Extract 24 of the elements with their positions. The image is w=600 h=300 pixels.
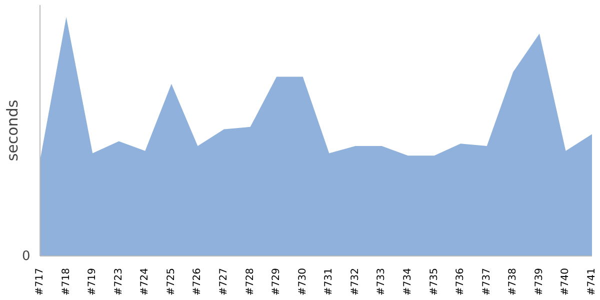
x-tick-label: #733	[376, 268, 388, 296]
x-tick-label: #741	[586, 268, 598, 296]
x-tick-label: #717	[34, 268, 46, 296]
x-tick-label: #719	[87, 268, 98, 296]
x-tick-label: #736	[455, 268, 466, 296]
x-tick-label: #731	[324, 268, 335, 296]
x-tick-label: #734	[402, 268, 414, 296]
x-tick-label: #729	[271, 268, 282, 296]
x-tick-label: #725	[166, 268, 177, 296]
x-tick-label: #735	[428, 268, 440, 296]
x-tick-label: #726	[192, 268, 204, 296]
y-axis-title: seconds	[3, 100, 22, 162]
x-tick-label: #723	[113, 268, 124, 296]
x-tick-label: #724	[140, 268, 151, 296]
x-tick-label: #730	[297, 268, 308, 296]
x-tick-label: #718	[60, 268, 72, 296]
x-tick-label: #740	[560, 268, 572, 296]
x-tick-label: #739	[534, 268, 545, 296]
x-tick-label: #737	[481, 268, 492, 296]
x-tick-label: #727	[218, 268, 230, 296]
x-tick-label: #728	[244, 268, 256, 296]
x-tick-label: #732	[350, 268, 361, 296]
x-tick-label: #738	[508, 268, 519, 296]
text: 0	[22, 249, 30, 264]
